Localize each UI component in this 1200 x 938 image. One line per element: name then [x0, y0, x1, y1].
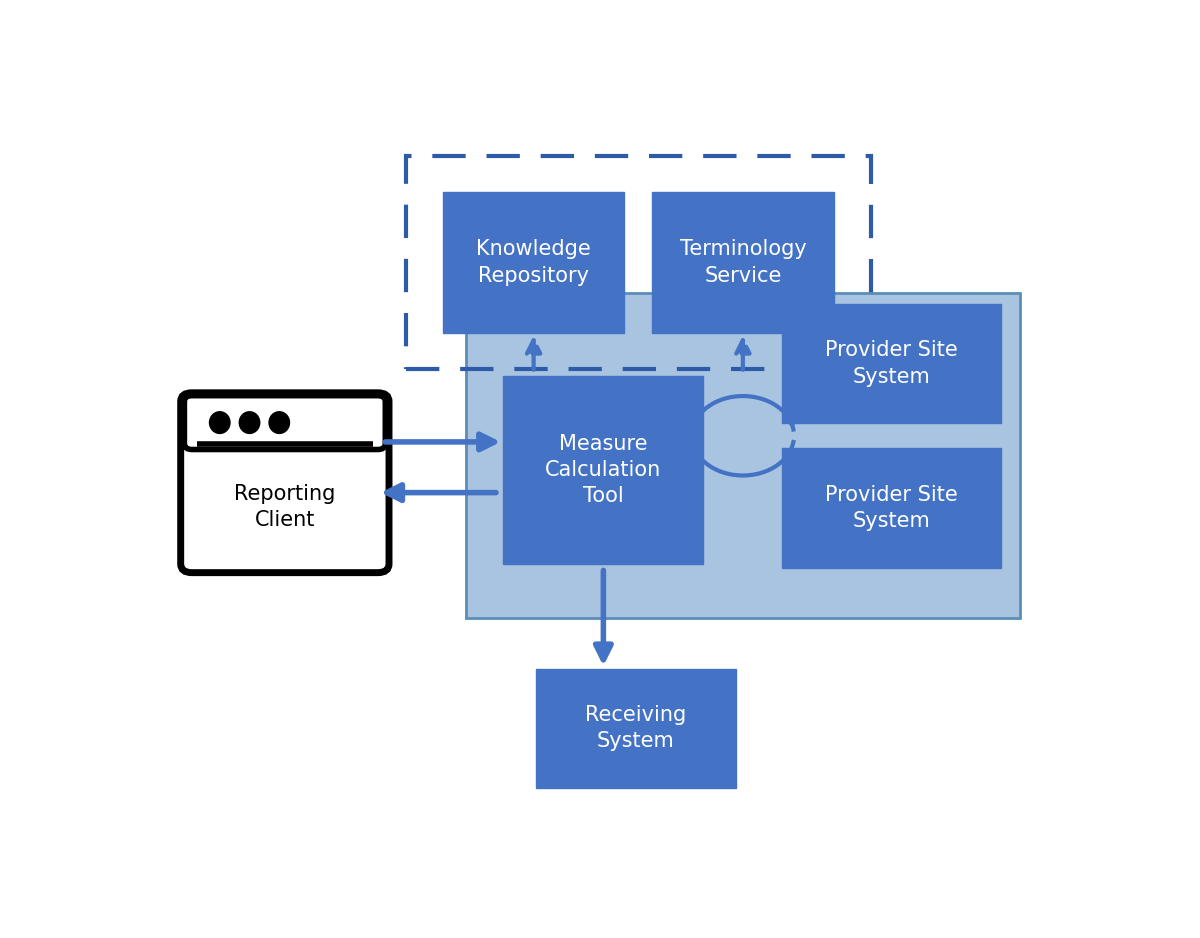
FancyBboxPatch shape	[185, 396, 385, 449]
Bar	[504, 376, 703, 564]
Bar	[536, 669, 736, 788]
Text: Measure
Calculation
Tool: Measure Calculation Tool	[545, 433, 661, 507]
Text: Terminology
Service: Terminology Service	[679, 239, 806, 286]
Bar	[782, 448, 1001, 567]
Bar	[782, 304, 1001, 423]
Ellipse shape	[269, 412, 289, 433]
Text: Receiving
System: Receiving System	[586, 705, 686, 751]
Ellipse shape	[239, 412, 259, 433]
Bar	[653, 192, 834, 333]
Text: Provider Site
System: Provider Site System	[826, 485, 958, 531]
Bar	[406, 156, 871, 369]
Text: Provider Site
System: Provider Site System	[826, 340, 958, 386]
Bar	[443, 192, 624, 333]
Ellipse shape	[210, 412, 230, 433]
FancyBboxPatch shape	[181, 393, 389, 572]
Bar	[467, 294, 1020, 618]
Text: Knowledge
Repository: Knowledge Repository	[476, 239, 592, 286]
Text: Reporting
Client: Reporting Client	[234, 484, 336, 530]
